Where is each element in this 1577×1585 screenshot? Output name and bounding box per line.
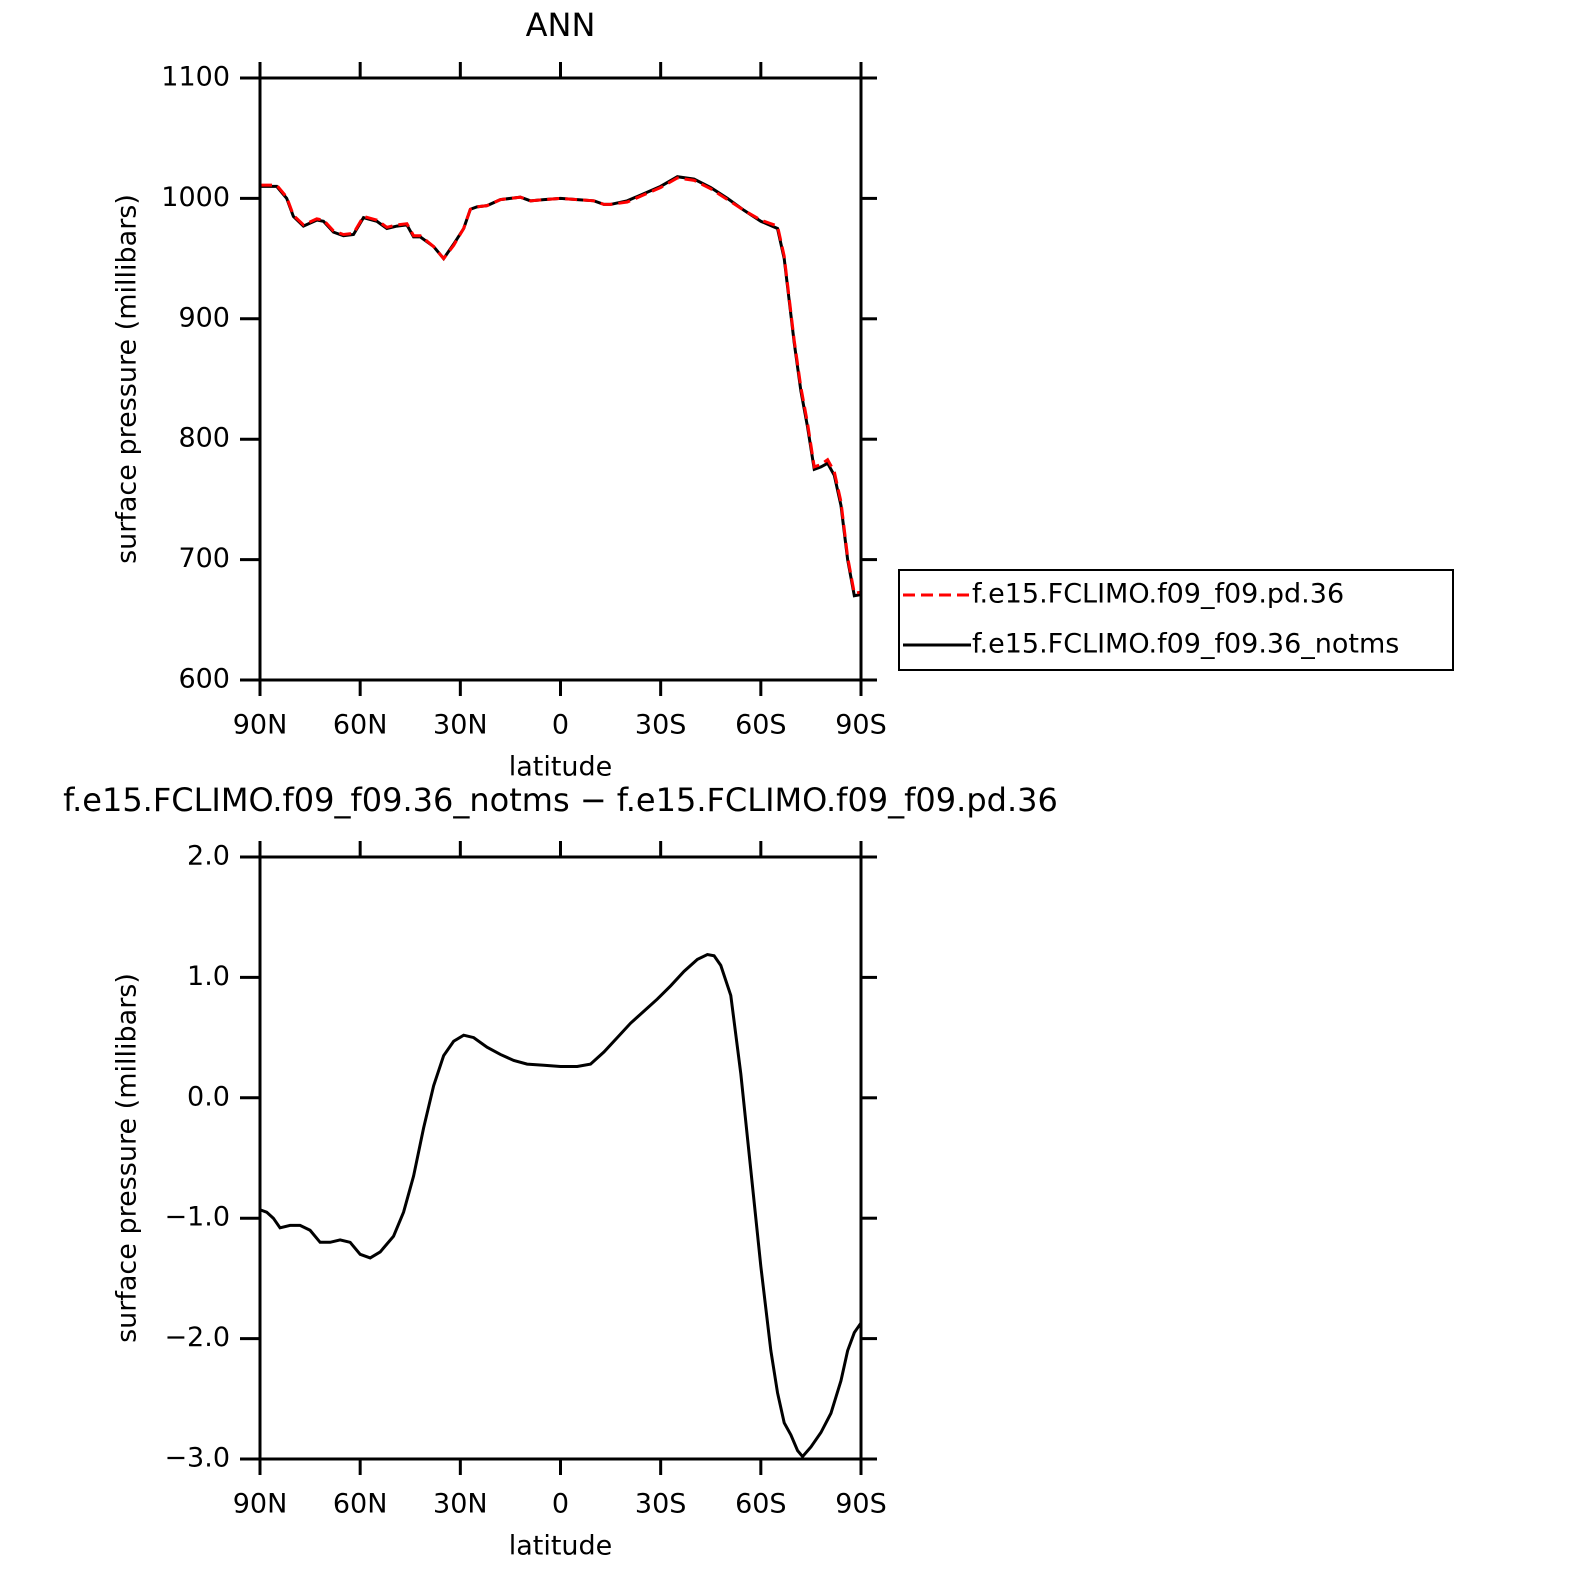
y-tick-label: 1000 xyxy=(161,182,230,213)
y-tick-label: 700 xyxy=(178,543,230,574)
x-tick-label: 30N xyxy=(433,1489,488,1520)
x-axis-label: latitude xyxy=(509,752,613,783)
data-line xyxy=(260,175,862,598)
x-tick-label: 90N xyxy=(233,710,288,741)
x-tick-label: 60S xyxy=(735,710,787,741)
x-tick-label: 30S xyxy=(635,1489,687,1520)
legend-box xyxy=(898,569,1454,671)
y-axis-label: surface pressure (millibars) xyxy=(112,194,143,564)
plot-frame xyxy=(258,855,863,1461)
x-tick-label: 0 xyxy=(552,710,569,741)
y-tick-label: 900 xyxy=(178,302,230,333)
x-tick-label: 0 xyxy=(552,1489,569,1520)
x-axis-label: latitude xyxy=(509,1531,613,1562)
data-line xyxy=(260,176,862,596)
x-tick-label: 60N xyxy=(333,710,388,741)
chart-title: f.e15.FCLIMO.f09_f09.36_notms − f.e15.FC… xyxy=(63,781,1058,819)
legend-label: f.e15.FCLIMO.f09_f09.pd.36 xyxy=(972,579,1344,610)
x-tick-label: 30N xyxy=(433,710,488,741)
plot-frame xyxy=(258,76,863,682)
x-tick-label: 60S xyxy=(735,1489,787,1520)
y-tick-label: 1.0 xyxy=(187,961,230,992)
y-tick-label: 1100 xyxy=(161,62,230,93)
y-tick-label: 600 xyxy=(178,664,230,695)
y-tick-label: 2.0 xyxy=(187,841,230,872)
x-tick-label: 90N xyxy=(233,1489,288,1520)
data-line xyxy=(259,952,863,1459)
y-tick-label: 800 xyxy=(178,423,230,454)
y-tick-label: −3.0 xyxy=(164,1443,230,1474)
x-tick-label: 90S xyxy=(835,1489,887,1520)
x-tick-label: 90S xyxy=(835,710,887,741)
chart-title: ANN xyxy=(526,6,596,44)
y-tick-label: 0.0 xyxy=(187,1081,230,1112)
x-tick-label: 30S xyxy=(635,710,687,741)
y-tick-label: −2.0 xyxy=(164,1322,230,1353)
x-tick-label: 60N xyxy=(333,1489,388,1520)
y-tick-label: −1.0 xyxy=(164,1202,230,1233)
legend-label: f.e15.FCLIMO.f09_f09.36_notms xyxy=(972,629,1399,660)
y-axis-label: surface pressure (millibars) xyxy=(112,973,143,1343)
